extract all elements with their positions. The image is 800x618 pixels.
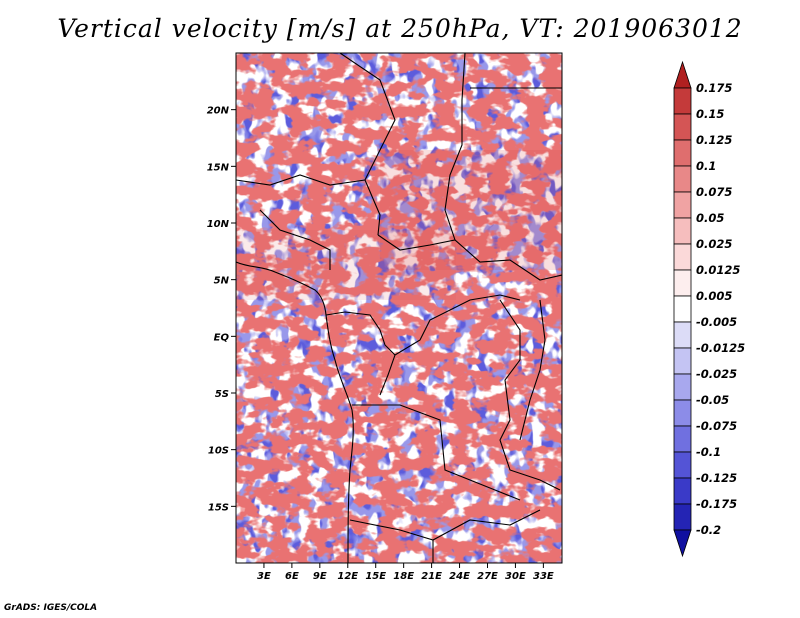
colorbar-swatch <box>673 243 692 271</box>
colorbar-label: 0.0125 <box>696 263 740 277</box>
colorbar-label: 0.1 <box>696 159 716 173</box>
plot-frame <box>235 52 563 564</box>
colorbar-swatch <box>673 87 692 115</box>
lat-tick-label: 10S <box>208 446 229 457</box>
lat-tick-label: 10N <box>207 219 230 230</box>
lon-tick-label: 24E <box>449 571 470 582</box>
lon-tick-label: 9E <box>313 571 327 582</box>
colorbar-label: -0.005 <box>696 315 737 329</box>
longitude-axis: 3E 6E 9E 12E 15E 18E 21E 24E 27E 30E 33E <box>257 563 554 582</box>
colorbar-label: 0.05 <box>696 211 724 225</box>
colorbar-label: -0.2 <box>696 523 721 537</box>
colorbar-swatch <box>673 139 692 167</box>
lat-tick-label: 15S <box>208 502 229 513</box>
lon-tick-label: 21E <box>421 571 442 582</box>
colorbar-label: 0.125 <box>696 133 732 147</box>
colorbar-swatch <box>673 60 692 89</box>
colorbar-swatch <box>673 191 692 219</box>
lat-tick-label: 15N <box>207 162 230 173</box>
colorbar-label: 0.15 <box>696 107 724 121</box>
lon-tick-label: 3E <box>257 571 271 582</box>
country-borders <box>236 53 562 563</box>
lon-tick-label: 27E <box>477 571 498 582</box>
colorbar-swatch <box>673 477 692 505</box>
colorbar-label: 0.005 <box>696 289 732 303</box>
colorbar-swatch <box>673 321 692 349</box>
latitude-axis: 20N 15N 10N 5N EQ 5S 10S 15S <box>207 106 236 513</box>
colorbar-swatch <box>673 217 692 245</box>
colorbar-swatch <box>673 529 692 558</box>
colorbar-swatch <box>673 399 692 427</box>
colorbar-swatch <box>673 373 692 401</box>
colorbar-label: -0.05 <box>696 393 729 407</box>
colorbar-swatch <box>673 425 692 453</box>
colorbar-swatch <box>673 113 692 141</box>
colorbar-swatch <box>673 451 692 479</box>
lon-tick-label: 15E <box>365 571 386 582</box>
lat-tick-label: 5S <box>215 389 229 400</box>
colorbar-swatch <box>673 269 692 297</box>
colorbar-swatch <box>673 295 692 323</box>
colorbar: 0.175 0.15 0.125 0.1 0.075 0.05 0.025 0.0125 0.0… <box>673 60 745 558</box>
colorbar-label: -0.1 <box>696 445 721 459</box>
colorbar-swatch <box>673 503 692 531</box>
credit-label: GrADS: IGES/COLA <box>4 603 98 613</box>
colorbar-label: 0.175 <box>696 81 732 95</box>
colorbar-swatch <box>673 347 692 375</box>
lat-tick-label: EQ <box>214 332 230 343</box>
lat-tick-label: 20N <box>207 106 230 117</box>
colorbar-label: -0.175 <box>696 497 737 511</box>
lon-tick-label: 30E <box>505 571 526 582</box>
page-title: Vertical velocity [m/s] at 250hPa, VT: 2… <box>57 14 743 43</box>
colorbar-swatch <box>673 165 692 193</box>
lat-tick-label: 5N <box>214 276 230 287</box>
colorbar-label: -0.0125 <box>696 341 745 355</box>
colorbar-label: -0.025 <box>696 367 737 381</box>
lon-tick-label: 18E <box>393 571 414 582</box>
velocity-field <box>236 53 562 563</box>
colorbar-label: 0.075 <box>696 185 732 199</box>
lon-tick-label: 12E <box>337 571 358 582</box>
colorbar-label: 0.025 <box>696 237 732 251</box>
lon-tick-label: 6E <box>285 571 299 582</box>
colorbar-label: -0.125 <box>696 471 737 485</box>
lon-tick-label: 33E <box>533 571 554 582</box>
colorbar-label: -0.075 <box>696 419 737 433</box>
